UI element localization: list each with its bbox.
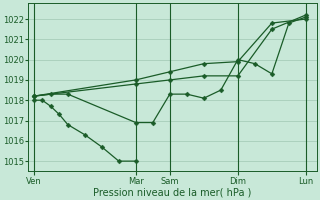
X-axis label: Pression niveau de la mer( hPa ): Pression niveau de la mer( hPa ) [93, 187, 252, 197]
